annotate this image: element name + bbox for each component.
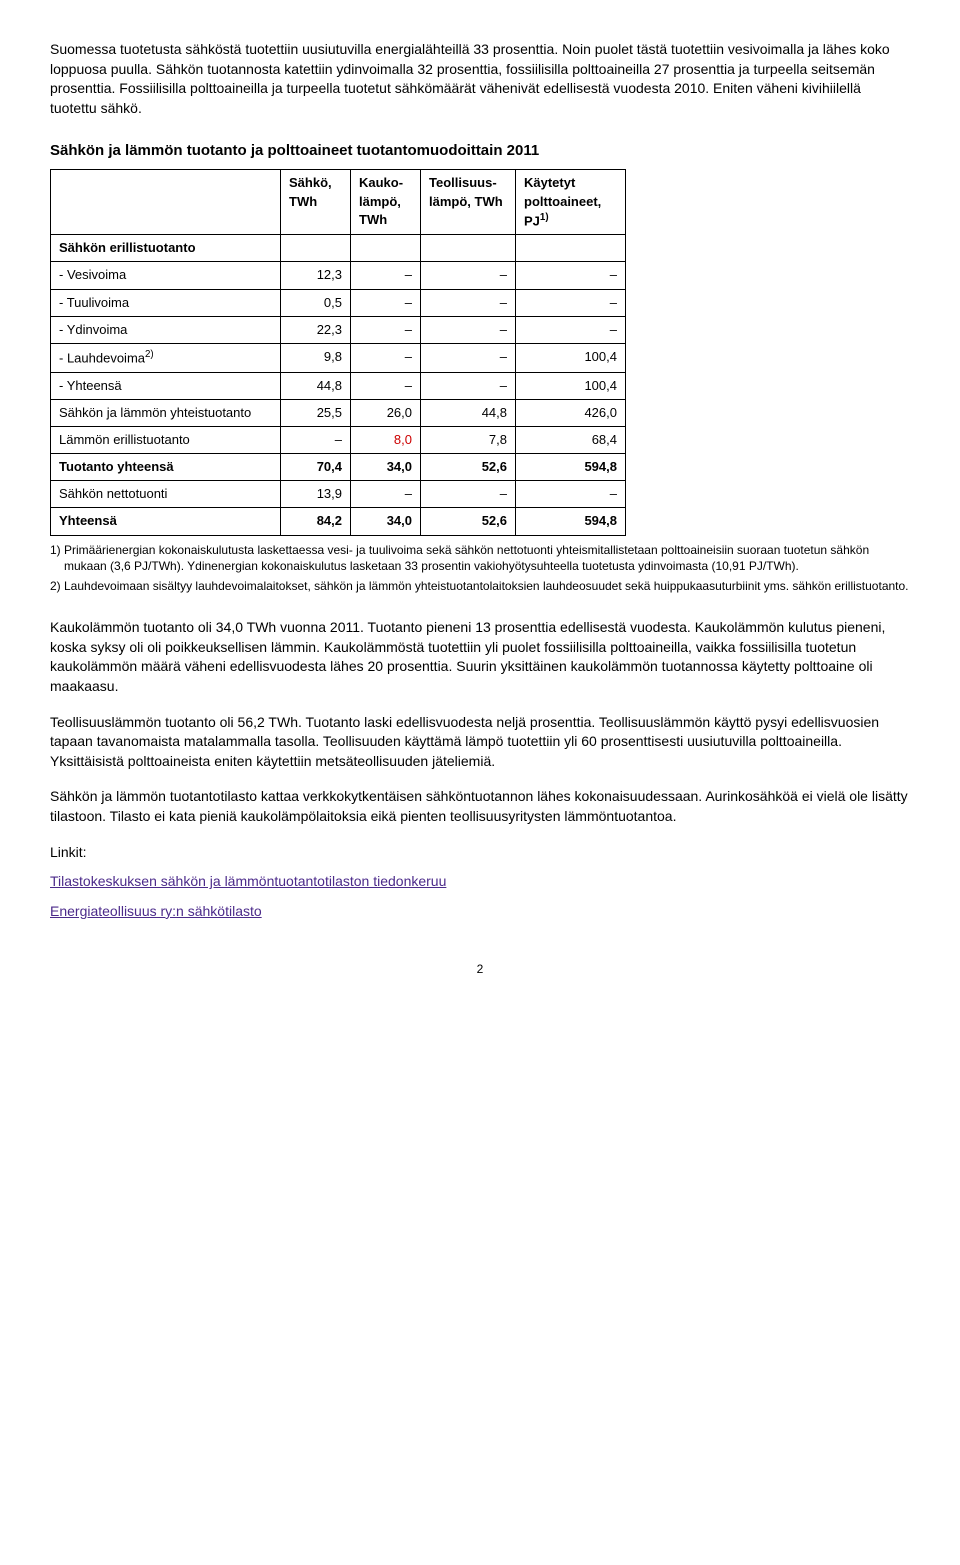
row-value: – xyxy=(421,289,516,316)
table-title: Sähkön ja lämmön tuotanto ja polttoainee… xyxy=(50,140,910,161)
row-label: - Yhteensä xyxy=(51,372,281,399)
table-section-header: Sähkön erillistuotanto xyxy=(51,235,626,262)
link-line-2: Energiateollisuus ry:n sähkötilasto xyxy=(50,902,910,922)
table-row: Sähkön nettotuonti 13,9 – – – xyxy=(51,481,626,508)
row-label: Sähkön nettotuonti xyxy=(51,481,281,508)
table-row: - Tuulivoima 0,5 – – – xyxy=(51,289,626,316)
table-row: - Vesivoima 12,3 – – – xyxy=(51,262,626,289)
row-value: 70,4 xyxy=(281,454,351,481)
row-value: 100,4 xyxy=(516,372,626,399)
col-header-polttoaineet-text: Käytetyt polttoaineet, PJ xyxy=(524,175,601,228)
row-value: 44,8 xyxy=(421,399,516,426)
row-value: 52,6 xyxy=(421,508,516,535)
row-value: – xyxy=(516,262,626,289)
row-label: - Lauhdevoima2) xyxy=(51,344,281,373)
row-value: 34,0 xyxy=(351,508,421,535)
col-header-polttoaineet: Käytetyt polttoaineet, PJ1) xyxy=(516,170,626,235)
row-value: 13,9 xyxy=(281,481,351,508)
row-label-text: - Lauhdevoima xyxy=(59,350,145,365)
table-row-grand-total: Yhteensä 84,2 34,0 52,6 594,8 xyxy=(51,508,626,535)
row-label: Sähkön ja lämmön yhteistuotanto xyxy=(51,399,281,426)
col-header-kauko: Kauko-lämpö, TWh xyxy=(351,170,421,235)
row-value: 9,8 xyxy=(281,344,351,373)
body-paragraph-3: Teollisuuslämmön tuotanto oli 56,2 TWh. … xyxy=(50,713,910,772)
row-value: – xyxy=(351,262,421,289)
table-header-row: Sähkö, TWh Kauko-lämpö, TWh Teollisuus-l… xyxy=(51,170,626,235)
row-label: - Tuulivoima xyxy=(51,289,281,316)
table-row: - Yhteensä 44,8 – – 100,4 xyxy=(51,372,626,399)
empty-cell xyxy=(351,235,421,262)
row-value: 594,8 xyxy=(516,454,626,481)
row-value: – xyxy=(421,344,516,373)
body-paragraph-2: Kaukolämmön tuotanto oli 34,0 TWh vuonna… xyxy=(50,618,910,696)
row-value: – xyxy=(421,481,516,508)
empty-cell xyxy=(516,235,626,262)
row-label: Yhteensä xyxy=(51,508,281,535)
row-label: - Vesivoima xyxy=(51,262,281,289)
row-value: 594,8 xyxy=(516,508,626,535)
footnote-1: 1) Primäärienergian kokonaiskulutusta la… xyxy=(50,542,910,574)
table-row-total: Tuotanto yhteensä 70,4 34,0 52,6 594,8 xyxy=(51,454,626,481)
row-value: – xyxy=(281,426,351,453)
production-table: Sähkö, TWh Kauko-lämpö, TWh Teollisuus-l… xyxy=(50,169,626,535)
row-value: 7,8 xyxy=(421,426,516,453)
link-energiateollisuus[interactable]: Energiateollisuus ry:n sähkötilasto xyxy=(50,903,262,919)
row-value: 8,0 xyxy=(351,426,421,453)
empty-cell xyxy=(421,235,516,262)
row-value: – xyxy=(421,316,516,343)
section-header-cell: Sähkön erillistuotanto xyxy=(51,235,281,262)
row-value: – xyxy=(516,289,626,316)
col-header-teollisuus: Teollisuus-lämpö, TWh xyxy=(421,170,516,235)
row-value: 12,3 xyxy=(281,262,351,289)
row-value: 44,8 xyxy=(281,372,351,399)
footnote-2: 2) Lauhdevoimaan sisältyy lauhdevoimalai… xyxy=(50,578,910,594)
row-value: 26,0 xyxy=(351,399,421,426)
row-label: Lämmön erillistuotanto xyxy=(51,426,281,453)
row-value: 84,2 xyxy=(281,508,351,535)
empty-cell xyxy=(281,235,351,262)
row-value: – xyxy=(421,372,516,399)
row-value: – xyxy=(516,481,626,508)
row-value: 426,0 xyxy=(516,399,626,426)
row-value: – xyxy=(516,316,626,343)
row-label: Tuotanto yhteensä xyxy=(51,454,281,481)
row-value: – xyxy=(351,289,421,316)
row-value: 22,3 xyxy=(281,316,351,343)
row-value: 52,6 xyxy=(421,454,516,481)
page-number: 2 xyxy=(50,961,910,978)
body-paragraph-4: Sähkön ja lämmön tuotantotilasto kattaa … xyxy=(50,787,910,826)
table-row: - Lauhdevoima2) 9,8 – – 100,4 xyxy=(51,344,626,373)
row-value: 100,4 xyxy=(516,344,626,373)
row-label-sup: 2) xyxy=(145,349,154,360)
row-value: – xyxy=(351,372,421,399)
link-line-1: Tilastokeskuksen sähkön ja lämmöntuotant… xyxy=(50,872,910,892)
intro-paragraph-1: Suomessa tuotetusta sähköstä tuotettiin … xyxy=(50,40,910,118)
row-value: – xyxy=(351,344,421,373)
row-value: – xyxy=(421,262,516,289)
table-row: Lämmön erillistuotanto – 8,0 7,8 68,4 xyxy=(51,426,626,453)
row-value: – xyxy=(351,316,421,343)
link-tilastokeskus[interactable]: Tilastokeskuksen sähkön ja lämmöntuotant… xyxy=(50,873,446,889)
row-value: 0,5 xyxy=(281,289,351,316)
links-heading: Linkit: xyxy=(50,843,910,863)
col-header-sahko: Sähkö, TWh xyxy=(281,170,351,235)
row-value: 25,5 xyxy=(281,399,351,426)
row-value: – xyxy=(351,481,421,508)
row-value: 34,0 xyxy=(351,454,421,481)
col-header-blank xyxy=(51,170,281,235)
col-header-polttoaineet-sup: 1) xyxy=(540,212,549,223)
row-value: 68,4 xyxy=(516,426,626,453)
table-row: - Ydinvoima 22,3 – – – xyxy=(51,316,626,343)
row-label: - Ydinvoima xyxy=(51,316,281,343)
table-row: Sähkön ja lämmön yhteistuotanto 25,5 26,… xyxy=(51,399,626,426)
